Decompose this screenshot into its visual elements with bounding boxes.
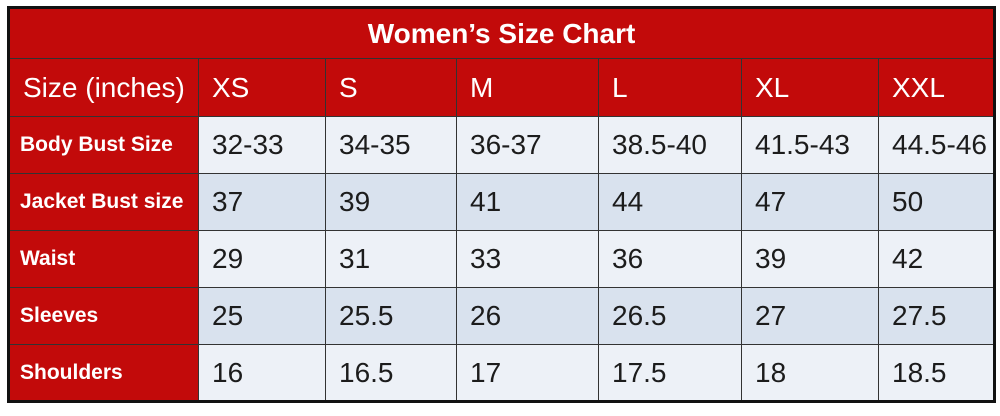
row-label: Sleeves	[8, 287, 199, 345]
size-value-cell: 25	[198, 287, 326, 345]
size-value-cell: 18.5	[877, 344, 996, 402]
measurement-row: Sleeves 25 25.5 26 26.5 27 27.5	[8, 287, 996, 345]
size-value-cell: 41	[456, 173, 599, 231]
row-label: Jacket Bust size	[8, 173, 199, 231]
row-label: Shoulders	[8, 344, 199, 402]
size-value-cell: 25.5	[325, 287, 457, 345]
measurement-row: Shoulders 16 16.5 17 17.5 18 18.5	[8, 344, 996, 402]
size-value-cell: 17	[456, 344, 599, 402]
size-value-cell: 44.5-46	[877, 116, 996, 174]
size-value-cell: 39	[325, 173, 457, 231]
column-header-size: L	[598, 58, 742, 117]
size-value-cell: 47	[741, 173, 879, 231]
size-value-cell: 36-37	[456, 116, 599, 174]
size-value-cell: 16.5	[325, 344, 457, 402]
table-title: Women’s Size Chart	[7, 7, 996, 59]
column-header-size: XL	[741, 58, 879, 117]
size-value-cell: 34-35	[325, 116, 457, 174]
size-value-cell: 18	[741, 344, 879, 402]
size-value-cell: 31	[325, 230, 457, 288]
size-value-cell: 36	[598, 230, 742, 288]
size-value-cell: 33	[456, 230, 599, 288]
column-header-size: M	[456, 58, 599, 117]
size-chart-body: Body Bust Size 32-33 34-35 36-37 38.5-40 41.5…	[8, 116, 996, 402]
size-header-row: Size (inches) XS S M L XL XXL	[8, 58, 996, 117]
row-label: Waist	[8, 230, 199, 288]
column-header-size: S	[325, 58, 457, 117]
size-value-cell: 17.5	[598, 344, 742, 402]
row-label: Body Bust Size	[8, 116, 199, 174]
column-header-size: XXL	[877, 58, 996, 117]
size-value-cell: 16	[198, 344, 326, 402]
measurement-row: Body Bust Size 32-33 34-35 36-37 38.5-40 41.5…	[8, 116, 996, 174]
size-value-cell: 26.5	[598, 287, 742, 345]
measurement-row: Waist 29 31 33 36 39 42	[8, 230, 996, 288]
size-value-cell: 50	[877, 173, 996, 231]
size-value-cell: 44	[598, 173, 742, 231]
size-value-cell: 41.5-43	[741, 116, 879, 174]
size-value-cell: 38.5-40	[598, 116, 742, 174]
size-value-cell: 27	[741, 287, 879, 345]
size-value-cell: 27.5	[877, 287, 996, 345]
womens-size-chart-table: Women’s Size Chart Size (inches) XS S M L XL X…	[7, 6, 997, 403]
table-title-row: Women’s Size Chart	[7, 7, 996, 59]
column-header-size-inches: Size (inches)	[8, 58, 199, 117]
measurement-row: Jacket Bust size 37 39 41 44 47 50	[8, 173, 996, 231]
size-value-cell: 32-33	[198, 116, 326, 174]
size-value-cell: 29	[198, 230, 326, 288]
size-value-cell: 39	[741, 230, 879, 288]
size-value-cell: 26	[456, 287, 599, 345]
size-value-cell: 37	[198, 173, 326, 231]
size-value-cell: 42	[877, 230, 996, 288]
column-header-size: XS	[198, 58, 326, 117]
